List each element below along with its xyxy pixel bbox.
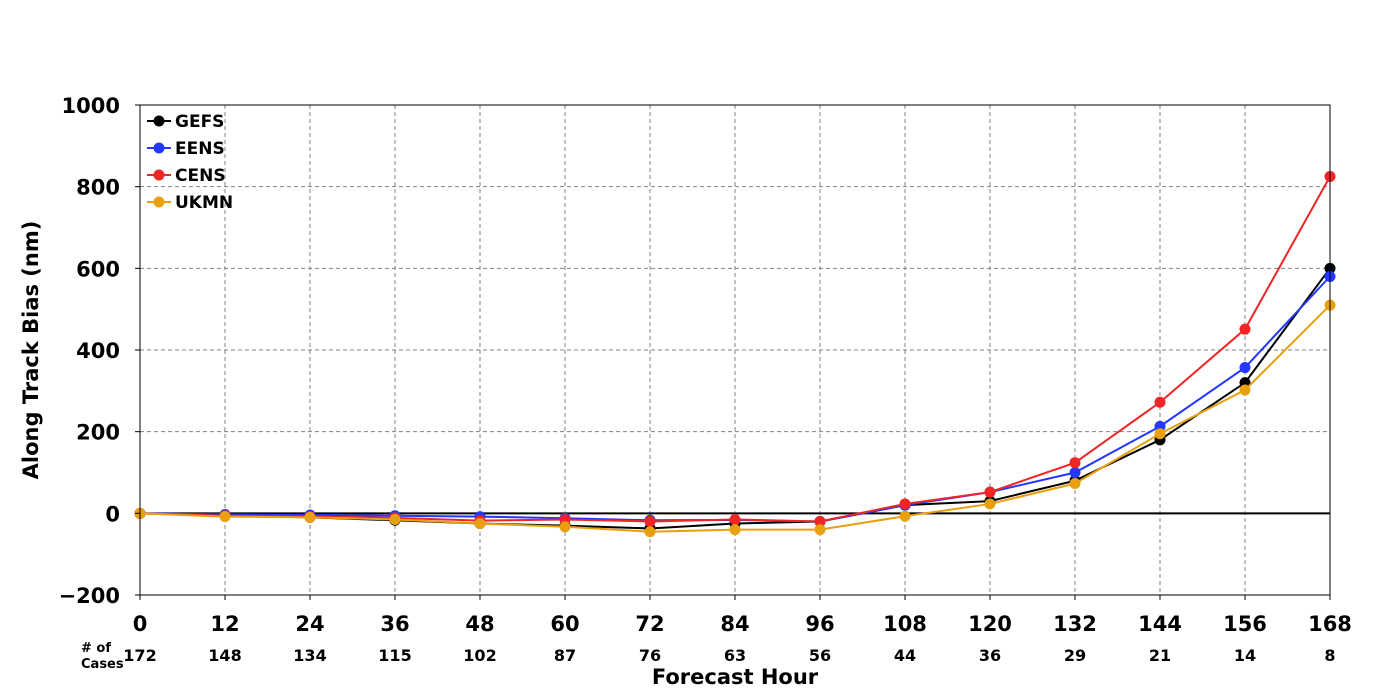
y-tick-label--200: −200 (59, 584, 120, 608)
y-tick-label-0: 0 (105, 502, 120, 526)
y-tick-label-600: 600 (76, 257, 120, 281)
data-point-cens-96 (814, 516, 826, 527)
x-tick-label-168: 168 (1308, 612, 1352, 636)
case-counts: 172 148 134 115 102 87 76 63 56 44 36 29 21 14 8 (123, 646, 1335, 665)
x-tick-label-72: 72 (635, 612, 664, 636)
data-point-ukmn-36 (389, 513, 401, 525)
series-line-gefs (139, 267, 1331, 530)
x-tick-label-144: 144 (1138, 612, 1182, 636)
x-tick-label-12: 12 (210, 612, 239, 636)
case-count-72: 76 (639, 646, 661, 665)
legend-item-gefs: GEFS (147, 112, 224, 132)
data-point-ukmn-144 (1154, 428, 1166, 440)
legend: GEFS EENS CENS UKMN (147, 112, 233, 213)
y-axis-title: Along Track Bias (nm) (19, 221, 43, 480)
y-tick-labels: −200 0 200 400 600 800 1000 (59, 94, 140, 608)
data-point-cens-84 (729, 513, 741, 525)
case-count-144: 21 (1149, 646, 1171, 665)
legend-swatch-marker (153, 196, 165, 208)
case-count-48: 102 (463, 646, 496, 665)
legend-swatch-marker (153, 142, 165, 154)
case-count-120: 36 (979, 646, 1001, 665)
data-point-cens-132 (1069, 457, 1081, 469)
case-count-168: 8 (1324, 646, 1335, 665)
y-tick-label-1000: 1000 (62, 94, 120, 118)
legend-item-ukmn: UKMN (147, 193, 233, 213)
case-count-24: 134 (293, 646, 326, 665)
data-point-ukmn-72 (644, 526, 656, 538)
case-count-84: 63 (724, 646, 746, 665)
case-count-156: 14 (1234, 646, 1256, 665)
data-point-eens-132 (1069, 467, 1081, 478)
x-axis-title: Forecast Hour (652, 665, 819, 689)
cases-label-line-2: Cases (81, 657, 124, 672)
data-point-cens-144 (1154, 396, 1166, 408)
legend-item-cens: CENS (147, 166, 226, 186)
y-tick-label-400: 400 (76, 339, 120, 363)
legend-label: GEFS (175, 112, 224, 132)
data-point-cens-120 (984, 486, 996, 498)
data-point-ukmn-84 (729, 524, 741, 536)
y-tick-label-200: 200 (76, 421, 120, 445)
legend-label: UKMN (175, 193, 233, 213)
data-point-cens-156 (1239, 323, 1251, 335)
x-tick-label-84: 84 (720, 612, 749, 636)
x-tick-labels: 0 12 24 36 48 60 72 84 96 108 120 132 144 156 168 (133, 595, 1352, 636)
x-tick-label-60: 60 (550, 612, 579, 636)
series-lines (134, 170, 1336, 538)
legend-item-eens: EENS (147, 139, 225, 159)
data-point-ukmn-132 (1069, 478, 1081, 490)
x-tick-label-132: 132 (1053, 612, 1097, 636)
legend-swatch-marker (153, 169, 165, 181)
series-ukmn (134, 299, 1336, 538)
data-point-ukmn-12 (219, 511, 231, 523)
case-count-12: 148 (208, 646, 241, 665)
legend-swatch-marker (153, 115, 165, 127)
cases-label-line-1: # of (81, 641, 111, 656)
case-count-36: 115 (378, 646, 411, 665)
x-tick-label-156: 156 (1223, 612, 1267, 636)
data-point-eens-156 (1239, 362, 1251, 374)
case-count-132: 29 (1064, 646, 1086, 665)
data-point-ukmn-48 (474, 518, 486, 530)
x-tick-label-120: 120 (968, 612, 1012, 636)
case-count-60: 87 (554, 646, 576, 665)
data-point-ukmn-108 (899, 510, 911, 522)
data-point-ukmn-24 (304, 511, 316, 523)
x-tick-label-24: 24 (295, 612, 324, 636)
data-point-cens-72 (644, 516, 656, 527)
data-point-ukmn-60 (559, 521, 571, 533)
x-tick-label-48: 48 (465, 612, 494, 636)
x-tick-label-0: 0 (133, 612, 148, 636)
data-point-ukmn-156 (1239, 384, 1251, 396)
case-count-0: 172 (123, 646, 156, 665)
x-tick-label-96: 96 (805, 612, 834, 636)
legend-label: CENS (175, 166, 226, 186)
legend-label: EENS (175, 139, 225, 159)
case-count-96: 56 (809, 646, 831, 665)
case-count-108: 44 (894, 646, 916, 665)
data-point-cens-108 (899, 498, 911, 510)
y-tick-label-800: 800 (76, 176, 120, 200)
data-point-ukmn-120 (984, 498, 996, 510)
x-tick-label-36: 36 (380, 612, 409, 636)
x-tick-label-108: 108 (883, 612, 927, 636)
data-point-ukmn-96 (814, 524, 826, 536)
